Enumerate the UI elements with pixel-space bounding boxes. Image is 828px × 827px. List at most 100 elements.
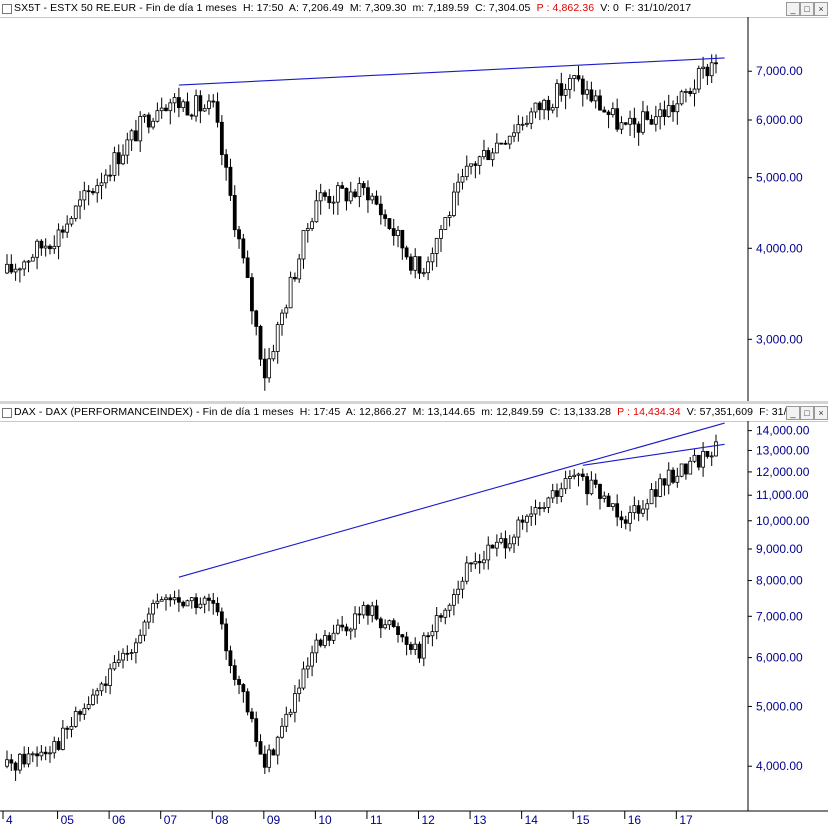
chart-panel-dax[interactable]: DAX - DAX (PERFORMANCEINDEX) - Fin de dí… xyxy=(0,404,828,827)
candle xyxy=(421,632,426,667)
chart-plot-sx5t[interactable]: 7,000.00 6,000.00 5,000.00 4,000.00 3,000.00 xyxy=(0,17,828,401)
candle xyxy=(116,650,121,667)
candle-body xyxy=(103,174,108,184)
candle xyxy=(353,188,357,199)
candle-body xyxy=(714,441,718,457)
maximize-button[interactable]: □ xyxy=(800,406,814,420)
candle xyxy=(409,253,413,275)
candle-body xyxy=(628,512,632,524)
panel-menu-box[interactable] xyxy=(2,408,12,418)
candle xyxy=(619,116,624,135)
candle xyxy=(262,348,267,391)
candle xyxy=(606,492,611,507)
candle-body xyxy=(537,507,542,509)
c-label: C: xyxy=(475,2,486,14)
trendline[interactable] xyxy=(178,422,725,578)
candle-body xyxy=(56,741,61,750)
candle xyxy=(13,761,18,781)
candle xyxy=(353,606,357,638)
candle-body xyxy=(91,694,95,705)
candle xyxy=(662,100,667,126)
candle-body xyxy=(224,623,229,652)
candle-body xyxy=(280,725,284,738)
candle-body xyxy=(112,152,117,176)
candle-body xyxy=(185,101,190,116)
candle-body xyxy=(288,711,293,715)
minimize-button[interactable]: _ xyxy=(786,2,800,16)
candle xyxy=(533,499,538,526)
min-value: 12,849.59 xyxy=(496,406,544,418)
candle xyxy=(490,544,495,549)
trendline[interactable] xyxy=(178,57,725,86)
candle-body xyxy=(17,753,22,771)
x-tick-label: 16 xyxy=(628,813,642,827)
candle xyxy=(35,239,39,270)
candle-body xyxy=(189,597,194,602)
candle xyxy=(292,684,297,723)
candle-body xyxy=(645,503,650,510)
candle-body xyxy=(176,97,181,109)
candle-body xyxy=(623,122,628,125)
candle xyxy=(9,254,14,274)
candle xyxy=(499,532,504,545)
candle xyxy=(503,140,508,145)
candle-body xyxy=(78,199,82,207)
candle xyxy=(357,177,362,208)
candle xyxy=(580,468,585,481)
candle-body xyxy=(413,643,418,650)
candle xyxy=(512,534,516,553)
x-tick-label: 05 xyxy=(61,813,75,827)
candle-body xyxy=(207,100,211,109)
close-button[interactable]: × xyxy=(814,2,828,16)
maximize-button[interactable]: □ xyxy=(800,2,814,16)
candle-body xyxy=(568,476,572,479)
candle-body xyxy=(662,109,667,117)
candle xyxy=(658,102,663,130)
candle-body xyxy=(142,621,147,636)
candle xyxy=(99,172,104,200)
candle xyxy=(396,622,400,643)
candle-body xyxy=(198,95,203,112)
candle-body xyxy=(409,256,413,271)
candle xyxy=(610,102,615,118)
candle-body xyxy=(271,351,276,360)
candle xyxy=(602,106,607,113)
candle xyxy=(542,502,547,513)
candle xyxy=(559,72,564,102)
candle-body xyxy=(447,215,452,218)
chart-plot-dax[interactable]: 14,000.00 13,000.00 12,000.00 11,000.00 10,0… xyxy=(0,421,828,827)
candle-body xyxy=(404,247,409,258)
panel-divider[interactable] xyxy=(0,401,828,404)
candle-body xyxy=(22,753,27,765)
candle xyxy=(537,101,542,121)
candle-body xyxy=(146,613,151,623)
close-button[interactable]: × xyxy=(814,406,828,420)
candle-body xyxy=(636,123,641,133)
candle-body xyxy=(43,245,48,249)
trendline[interactable] xyxy=(582,443,725,466)
candle xyxy=(73,706,78,728)
candle xyxy=(413,637,418,655)
candle xyxy=(623,515,628,530)
candle xyxy=(628,505,632,532)
candle-body xyxy=(636,505,641,514)
candle-body xyxy=(499,142,504,145)
candle xyxy=(494,534,499,557)
candle xyxy=(623,122,628,126)
candle xyxy=(22,746,27,768)
candle xyxy=(176,589,181,612)
minimize-button[interactable]: _ xyxy=(786,406,800,420)
candle xyxy=(688,457,693,475)
candle xyxy=(280,717,284,739)
chart-panel-sx5t[interactable]: SX5T - ESTX 50 RE.EUR - Fin de día 1 mes… xyxy=(0,0,828,401)
candle-body xyxy=(598,95,602,111)
candle xyxy=(86,185,91,206)
candle xyxy=(331,624,336,644)
panel-menu-box[interactable] xyxy=(2,4,12,14)
candle-body xyxy=(134,642,138,653)
candle xyxy=(679,89,684,106)
candle xyxy=(211,94,216,108)
candle-body xyxy=(464,165,469,178)
candle-body xyxy=(550,107,555,111)
candle-body xyxy=(477,156,482,166)
